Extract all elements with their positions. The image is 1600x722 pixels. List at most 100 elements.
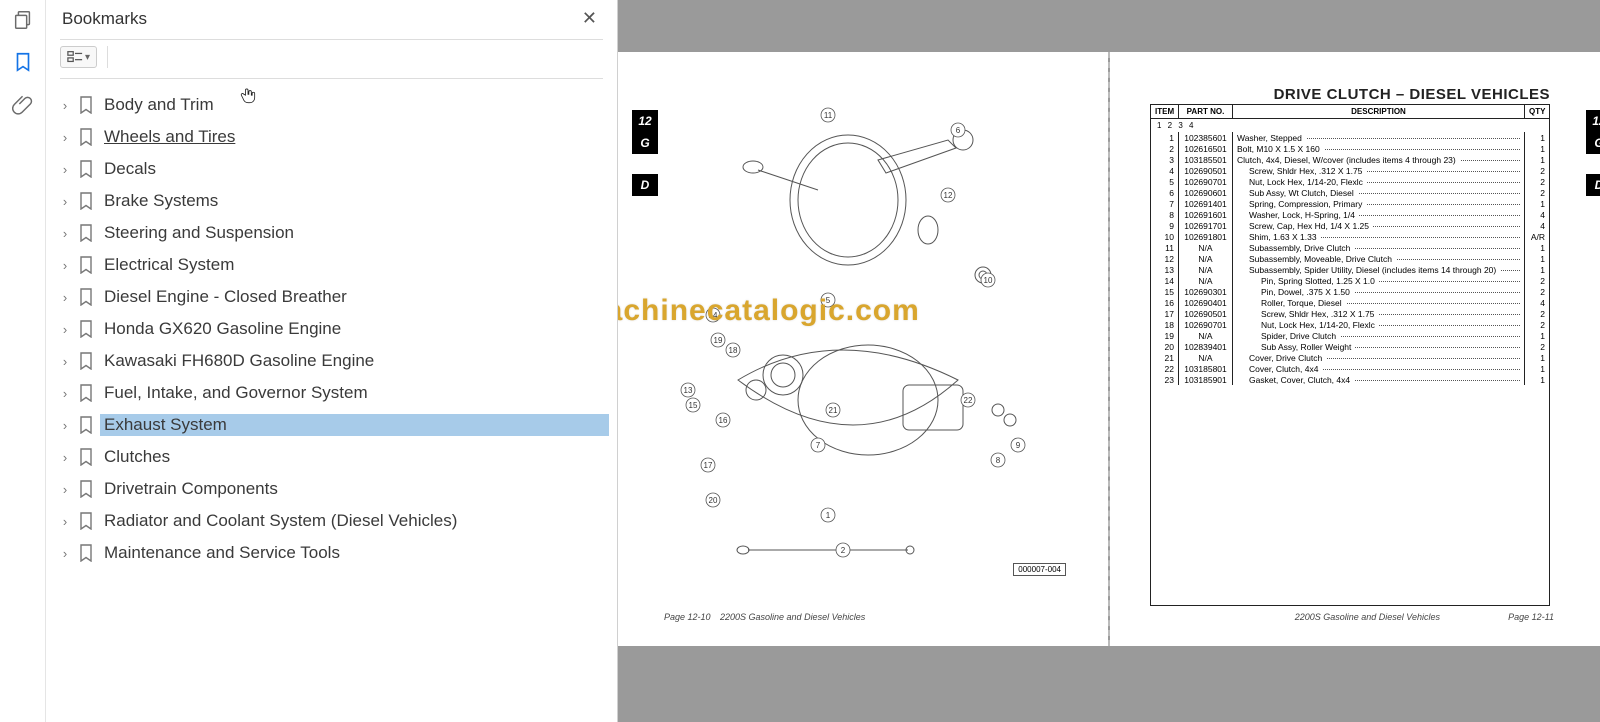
attachment-icon[interactable] [11, 92, 35, 116]
chevron-right-icon[interactable]: › [58, 322, 72, 337]
pdf-page-right: DRIVE CLUTCH – DIESEL VEHICLES 12 G D IT… [1110, 52, 1600, 646]
bookmark-glyph-icon [76, 256, 96, 274]
bookmark-glyph-icon [76, 128, 96, 146]
bookmark-item[interactable]: › Decals [56, 153, 613, 185]
bookmark-glyph-icon [76, 512, 96, 530]
bookmark-item[interactable]: › Steering and Suspension [56, 217, 613, 249]
bookmark-label: Exhaust System [104, 415, 227, 434]
bookmark-item[interactable]: › Exhaust System [56, 409, 613, 441]
col-desc: DESCRIPTION [1233, 105, 1525, 118]
chevron-right-icon[interactable]: › [58, 130, 72, 145]
col-qty: QTY [1525, 105, 1549, 118]
bookmark-label: Fuel, Intake, and Governor System [104, 383, 368, 402]
bookmarks-panel: Bookmarks ✕ ▾ › Body and Trim › Wheels and … [46, 0, 618, 722]
svg-text:18: 18 [729, 346, 738, 355]
bookmark-label: Wheels and Tires [104, 127, 235, 146]
svg-text:14: 14 [709, 311, 718, 320]
bookmark-icon[interactable] [11, 50, 35, 74]
bookmark-glyph-icon [76, 416, 96, 434]
table-row: 22103185801Cover, Clutch, 4x41 [1151, 363, 1549, 374]
table-row: 19N/ASpider, Drive Clutch1 [1151, 330, 1549, 341]
bookmark-item[interactable]: › Body and Trim [56, 89, 613, 121]
bookmark-glyph-icon [76, 384, 96, 402]
table-row: 6102690601Sub Assy, Wt Clutch, Diesel2 [1151, 187, 1549, 198]
bookmark-item[interactable]: › Wheels and Tires [56, 121, 613, 153]
bookmark-item[interactable]: › Maintenance and Service Tools [56, 537, 613, 569]
section-tab: G [1586, 132, 1600, 154]
col-item: ITEM [1151, 105, 1179, 118]
svg-text:21: 21 [829, 406, 838, 415]
section-tab: G [632, 132, 658, 154]
svg-text:17: 17 [704, 461, 713, 470]
bookmark-label: Maintenance and Service Tools [104, 543, 340, 562]
bookmark-label: Decals [104, 159, 156, 178]
bookmark-item[interactable]: ›Diesel Engine - Closed Breather [56, 281, 613, 313]
bookmark-options-button[interactable]: ▾ [60, 46, 97, 68]
table-header: ITEM PART NO. DESCRIPTION QTY [1151, 105, 1549, 119]
bookmark-item[interactable]: › Electrical System [56, 249, 613, 281]
chevron-right-icon[interactable]: › [58, 354, 72, 369]
svg-text:16: 16 [719, 416, 728, 425]
chevron-right-icon[interactable]: › [58, 194, 72, 209]
table-row: 7102691401Spring, Compression, Primary1 [1151, 198, 1549, 209]
svg-text:2: 2 [841, 546, 846, 555]
svg-text:19: 19 [714, 336, 723, 345]
table-row: 17102690501Screw, Shldr Hex, .312 X 1.75… [1151, 308, 1549, 319]
table-row: 16102690401Roller, Torque, Diesel4 [1151, 297, 1549, 308]
parts-table: ITEM PART NO. DESCRIPTION QTY 1 2 3 4 11… [1150, 104, 1550, 606]
page-footer-left: Page 12-10 [664, 612, 711, 622]
table-row: 14N/APin, Spring Slotted, 1.25 X 1.02 [1151, 275, 1549, 286]
bookmark-label: Drivetrain Components [104, 479, 278, 498]
chevron-right-icon[interactable]: › [58, 386, 72, 401]
bookmark-label: Brake Systems [104, 191, 218, 210]
bookmark-label: Radiator and Coolant System (Diesel Vehi… [104, 511, 457, 530]
bookmark-item[interactable]: › Fuel, Intake, and Governor System [56, 377, 613, 409]
chevron-right-icon[interactable]: › [58, 162, 72, 177]
bookmark-glyph-icon [76, 352, 96, 370]
bookmark-label: Steering and Suspension [104, 223, 294, 242]
bookmark-list: › Body and Trim › Wheels and Tires › Decals › B… [46, 85, 617, 722]
chevron-right-icon[interactable]: › [58, 514, 72, 529]
bookmark-item[interactable]: ›Kawasaki FH680D Gasoline Engine [56, 345, 613, 377]
section-tab: 12 [632, 110, 658, 132]
panel-title: Bookmarks [62, 9, 147, 29]
table-row: 5102690701Nut, Lock Hex, 1/14-20, Flexlc… [1151, 176, 1549, 187]
table-row: 3103185501Clutch, 4x4, Diesel, W/cover (… [1151, 154, 1549, 165]
svg-text:10: 10 [984, 276, 993, 285]
bookmark-item[interactable]: › Drivetrain Components [56, 473, 613, 505]
bookmark-item[interactable]: › Brake Systems [56, 185, 613, 217]
chevron-right-icon[interactable]: › [58, 450, 72, 465]
bookmark-label: Body and Trim [104, 95, 214, 114]
bookmark-glyph-icon [76, 288, 96, 306]
table-row: 10102691801Shim, 1.63 X 1.33A/R [1151, 231, 1549, 242]
bookmark-glyph-icon [76, 160, 96, 178]
table-row: 9102691701Screw, Cap, Hex Hd, 1/4 X 1.25… [1151, 220, 1549, 231]
pages-icon[interactable] [11, 8, 35, 32]
table-row: 1102385601Washer, Stepped1 [1151, 132, 1549, 143]
chevron-right-icon[interactable]: › [58, 258, 72, 273]
bookmark-label: Electrical System [104, 255, 234, 274]
chevron-right-icon[interactable]: › [58, 482, 72, 497]
chevron-right-icon[interactable]: › [58, 290, 72, 305]
bookmark-item[interactable]: › Radiator and Coolant System (Diesel Veh… [56, 505, 613, 537]
bookmark-glyph-icon [76, 480, 96, 498]
bookmark-item[interactable]: ›Clutches [56, 441, 613, 473]
chevron-right-icon[interactable]: › [58, 98, 72, 113]
table-row: 4102690501Screw, Shldr Hex, .312 X 1.752 [1151, 165, 1549, 176]
svg-text:22: 22 [964, 396, 973, 405]
table-row: 11N/ASubassembly, Drive Clutch1 [1151, 242, 1549, 253]
bookmark-item[interactable]: ›Honda GX620 Gasoline Engine [56, 313, 613, 345]
table-row: 8102691601Washer, Lock, H-Spring, 1/44 [1151, 209, 1549, 220]
section-tab: D [1586, 174, 1600, 196]
pdf-page-left: 12 G D [618, 52, 1108, 646]
table-row: 21N/ACover, Drive Clutch1 [1151, 352, 1549, 363]
col-part: PART NO. [1179, 105, 1233, 118]
chevron-right-icon[interactable]: › [58, 546, 72, 561]
close-icon[interactable]: ✕ [576, 6, 603, 31]
chevron-right-icon[interactable]: › [58, 226, 72, 241]
exploded-diagram: 1234567891011121314151617181920212223 [678, 100, 1058, 560]
chevron-right-icon[interactable]: › [58, 418, 72, 433]
svg-text:15: 15 [689, 401, 698, 410]
table-row: 20102839401Sub Assy, Roller Weight2 [1151, 341, 1549, 352]
document-viewport[interactable]: 12 G D [618, 0, 1600, 722]
